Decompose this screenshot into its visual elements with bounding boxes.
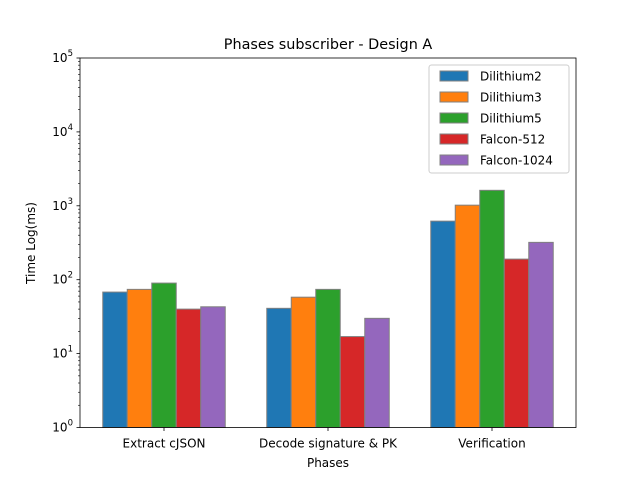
- y-tick-exponent: 4: [68, 123, 73, 133]
- y-tick-base: 10: [52, 125, 67, 139]
- bar-dilithium3-1: [290, 296, 317, 428]
- x-tick-label: Verification: [458, 437, 525, 451]
- bar-falcon-1024-0: [200, 306, 226, 428]
- bar-falcon-1024-2: [528, 241, 554, 428]
- bar-dilithium2-0: [102, 291, 128, 429]
- y-tick-base: 10: [52, 347, 67, 361]
- y-tick-label: 102: [52, 271, 73, 287]
- legend-label: Dilithium2: [480, 70, 542, 84]
- y-tick-exponent: 0: [68, 419, 73, 429]
- bar-falcon-512-0: [175, 308, 202, 428]
- legend-label: Falcon-512: [480, 133, 545, 147]
- bar-falcon-512-1: [339, 336, 366, 428]
- y-tick-label: 101: [52, 345, 73, 361]
- bar-dilithium2-2: [430, 220, 456, 428]
- bar-dilithium2-1: [266, 307, 292, 429]
- y-tick-base: 10: [52, 199, 67, 213]
- y-tick-exponent: 3: [68, 197, 73, 207]
- y-tick-base: 10: [52, 421, 67, 435]
- y-tick-label: 103: [52, 197, 73, 213]
- y-tick-label: 105: [52, 49, 73, 65]
- bar-dilithium5-0: [151, 282, 177, 428]
- chart-title: Phases subscriber - Design A: [224, 37, 433, 53]
- legend-swatch: [439, 154, 469, 166]
- bar-dilithium5-2: [479, 189, 505, 428]
- bars-group: [102, 189, 554, 429]
- y-tick-base: 10: [52, 273, 67, 287]
- legend-label: Dilithium3: [480, 91, 542, 105]
- legend-swatch: [439, 91, 469, 103]
- y-tick-exponent: 5: [68, 49, 73, 59]
- y-tick-base: 10: [52, 51, 67, 65]
- bar-dilithium3-0: [126, 288, 153, 428]
- bar-dilithium3-2: [454, 204, 481, 428]
- x-tick-label: Decode signature & PK: [259, 437, 398, 451]
- legend-label: Falcon-1024: [480, 154, 553, 168]
- y-tick-label: 100: [52, 419, 73, 435]
- x-tick-label: Extract cJSON: [123, 437, 206, 451]
- y-tick-exponent: 2: [68, 271, 73, 281]
- x-axis-ticks: Extract cJSON Decode signature & PK Verifi…: [123, 427, 526, 451]
- bar-dilithium5-1: [315, 288, 341, 428]
- y-tick-label: 104: [52, 123, 73, 139]
- bar-falcon-512-2: [503, 258, 530, 428]
- legend-label: Dilithium5: [480, 112, 542, 126]
- y-tick-exponent: 1: [68, 345, 73, 355]
- legend-swatch: [439, 112, 469, 124]
- legend-swatch: [439, 133, 469, 145]
- plot-frame: [79, 57, 577, 428]
- bar-falcon-1024-1: [364, 317, 390, 428]
- x-axis-label: Phases: [307, 456, 349, 470]
- legend: Dilithium2 Dilithium3 Dilithium5 Falcon-512…: [428, 64, 570, 174]
- y-axis-label: Time Log(ms): [24, 202, 38, 285]
- legend-swatch: [439, 70, 469, 82]
